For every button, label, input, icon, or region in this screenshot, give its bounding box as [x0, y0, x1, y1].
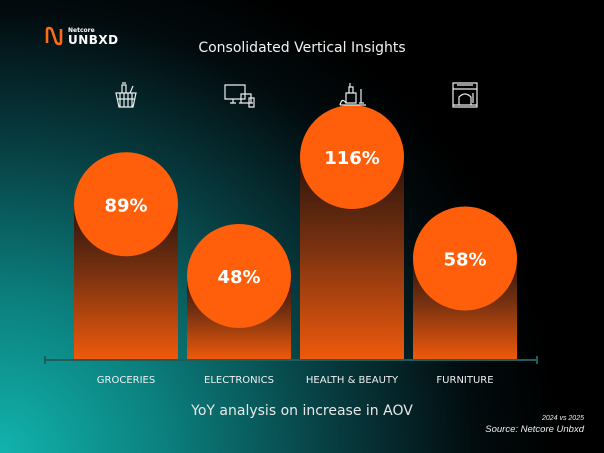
furniture-store-icon: [452, 82, 478, 108]
chart-subtitle: YoY analysis on increase in AOV: [191, 403, 413, 419]
category-label: GROCERIES: [97, 375, 155, 386]
category-label: FURNITURE: [436, 375, 493, 386]
value-circle: [187, 224, 291, 328]
data-label: 89%: [104, 195, 147, 216]
logo: Netcore UNBXD: [44, 26, 119, 46]
logo-big-text: UNBXD: [68, 32, 119, 47]
devices-icon: [224, 84, 255, 108]
data-label: 116%: [324, 148, 380, 169]
beauty-products-icon: [339, 83, 366, 106]
source-text: Source: Netcore Unbxd: [485, 424, 584, 435]
value-circle: [413, 206, 517, 311]
chart-title: Consolidated Vertical Insights: [198, 40, 406, 56]
period-note: 2024 vs 2025: [541, 415, 584, 422]
netcore-logo-icon: [45, 26, 63, 46]
logo-small-text: Netcore: [68, 26, 95, 34]
data-label: 48%: [217, 267, 260, 288]
source-note: 2024 vs 2025 Source: Netcore Unbxd: [485, 415, 584, 435]
data-label: 58%: [443, 250, 486, 271]
category-label: ELECTRONICS: [204, 375, 274, 386]
category-label: HEALTH & BEAUTY: [306, 375, 399, 386]
grocery-basket-icon: [115, 82, 137, 108]
value-circle: [300, 105, 404, 209]
value-circle: [74, 152, 178, 257]
